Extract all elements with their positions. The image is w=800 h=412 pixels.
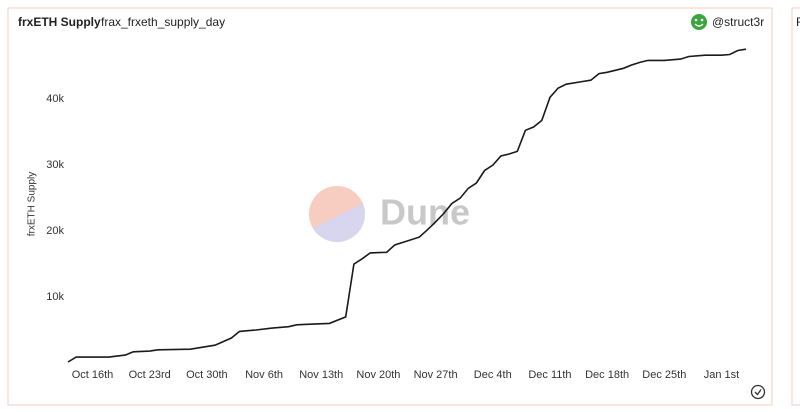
y-tick-label: 30k	[46, 159, 64, 171]
y-tick-label: 10k	[46, 291, 64, 303]
chart-card	[7, 7, 773, 406]
query-name[interactable]: frax_frxeth_supply_day	[101, 15, 225, 29]
y-axis-label: frxETH Supply	[27, 172, 38, 236]
x-tick-label: Jan 1st	[704, 369, 739, 381]
x-tick-label: Dec 18th	[585, 369, 629, 381]
x-tick-label: Dec 4th	[474, 369, 512, 381]
author-avatar	[691, 14, 707, 30]
x-tick-label: Nov 13th	[299, 369, 343, 381]
author[interactable]: @struct3r	[712, 15, 764, 29]
x-tick-label: Dec 25th	[642, 369, 686, 381]
x-tick-label: Oct 30th	[186, 369, 228, 381]
chart-title: frxETH Supply	[18, 15, 101, 29]
y-tick-label: 40k	[46, 93, 64, 105]
watermark: Dune	[380, 192, 470, 233]
side-card	[791, 7, 800, 406]
x-tick-label: Oct 23rd	[129, 369, 171, 381]
side-card-title: F	[796, 15, 800, 29]
x-tick-label: Oct 16th	[72, 369, 114, 381]
x-tick-label: Dec 11th	[528, 369, 571, 381]
x-tick-label: Nov 20th	[356, 369, 400, 381]
supply-line	[67, 48, 747, 363]
y-tick-label: 20k	[46, 225, 64, 237]
check-icon[interactable]	[750, 384, 766, 400]
x-tick-label: Nov 6th	[245, 369, 283, 381]
x-tick-label: Nov 27th	[414, 369, 458, 381]
